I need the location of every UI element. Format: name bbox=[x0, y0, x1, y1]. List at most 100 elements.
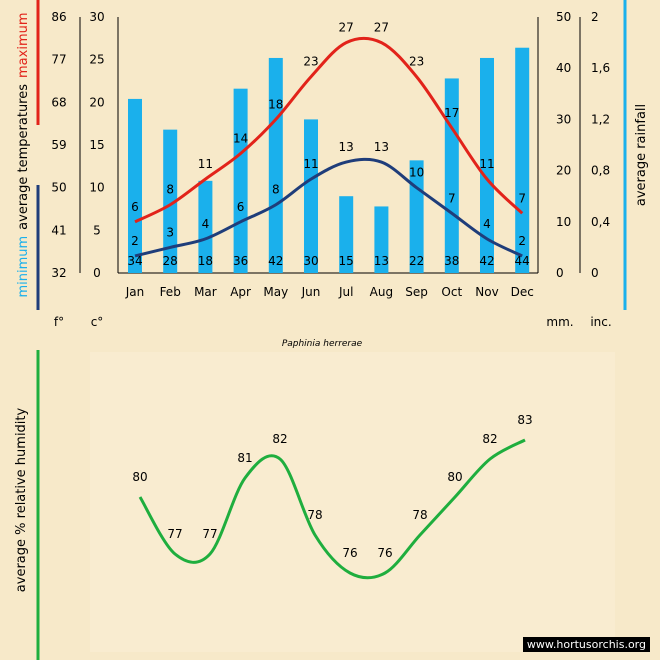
month-label: Dec bbox=[511, 285, 534, 299]
rainfall-label: 28 bbox=[163, 254, 178, 268]
max-temp-label: 11 bbox=[198, 157, 213, 171]
max-temp-label: 27 bbox=[374, 21, 389, 35]
rainfall-mm-tick: 20 bbox=[556, 164, 571, 178]
humidity-label: 77 bbox=[202, 527, 217, 541]
rainfall-inch-tick: 1,2 bbox=[591, 112, 610, 126]
left-title-maximum: maximum bbox=[16, 12, 31, 78]
fahrenheit-tick: 86 bbox=[51, 10, 66, 24]
max-temp-label: 14 bbox=[233, 132, 248, 146]
rainfall-inch-tick: 1,6 bbox=[591, 61, 610, 75]
rainfall-label: 13 bbox=[374, 254, 389, 268]
rainfall-bar bbox=[339, 196, 354, 273]
humidity-label: 76 bbox=[342, 546, 357, 560]
fahrenheit-unit: f° bbox=[54, 315, 64, 329]
humidity-axis-title: average % relative humidity bbox=[14, 407, 29, 592]
fahrenheit-tick: 59 bbox=[51, 138, 66, 152]
rainfall-label: 22 bbox=[409, 254, 424, 268]
min-temp-label: 3 bbox=[166, 225, 174, 239]
celsius-tick: 10 bbox=[89, 181, 104, 195]
fahrenheit-tick: 32 bbox=[51, 266, 66, 280]
rainfall-label: 18 bbox=[198, 254, 213, 268]
max-temp-label: 8 bbox=[166, 183, 174, 197]
rainfall-mm-tick: 10 bbox=[556, 215, 571, 229]
max-temp-label: 27 bbox=[339, 21, 354, 35]
humidity-label: 80 bbox=[447, 470, 462, 484]
humidity-label: 76 bbox=[377, 546, 392, 560]
celsius-tick: 0 bbox=[93, 266, 101, 280]
month-label: Jan bbox=[125, 285, 145, 299]
month-label: Nov bbox=[475, 285, 498, 299]
humidity-line bbox=[138, 438, 526, 580]
fahrenheit-tick: 77 bbox=[51, 53, 66, 67]
chart-title: Paphinia herrerae bbox=[282, 339, 363, 349]
humidity-label: 77 bbox=[167, 527, 182, 541]
rainfall-bar bbox=[128, 98, 142, 273]
celsius-tick: 5 bbox=[93, 223, 101, 237]
max-temp-label: 7 bbox=[518, 191, 526, 205]
humidity-label: 78 bbox=[412, 508, 427, 522]
celsius-unit: c° bbox=[91, 315, 104, 329]
rainfall-mm-ticks: 50 40 30 20 10 0 bbox=[556, 10, 571, 280]
rainfall-bar bbox=[480, 57, 494, 274]
rainfall-label: 15 bbox=[339, 254, 354, 268]
rainfall-bars bbox=[128, 47, 530, 274]
watermark: www.hortusorchis.org bbox=[522, 637, 650, 652]
min-temp-label: 4 bbox=[202, 217, 210, 231]
left-title-minimum: minimum bbox=[16, 236, 31, 298]
humidity-label: 83 bbox=[517, 413, 532, 427]
humidity-plot-area bbox=[90, 352, 615, 652]
min-temp-label: 13 bbox=[339, 140, 354, 154]
rainfall-inch-tick: 0,4 bbox=[591, 215, 610, 229]
max-temp-label: 18 bbox=[268, 97, 283, 111]
max-temp-label: 23 bbox=[303, 55, 318, 69]
temperature-lines bbox=[134, 36, 524, 258]
fahrenheit-tick: 41 bbox=[51, 223, 66, 237]
humidity-label: 82 bbox=[482, 432, 497, 446]
celsius-ticks: 30 25 20 15 10 5 0 bbox=[89, 10, 104, 280]
month-label: Sep bbox=[405, 285, 428, 299]
left-title-middle: average temperatures bbox=[16, 84, 31, 230]
month-label: May bbox=[263, 285, 288, 299]
rainfall-inch-unit: inc. bbox=[590, 315, 611, 329]
celsius-tick: 25 bbox=[89, 53, 104, 67]
fahrenheit-tick: 68 bbox=[51, 95, 66, 109]
min-temp-label: 13 bbox=[374, 140, 389, 154]
rainfall-bar bbox=[444, 78, 459, 273]
rainfall-bar bbox=[233, 88, 248, 274]
humidity-series: 80 77 77 81 82 78 76 76 78 80 82 83 bbox=[132, 413, 533, 580]
rainfall-mm-tick: 50 bbox=[556, 10, 571, 24]
month-labels: Jan Feb Mar Apr May Jun Jul Aug Sep Oct Nov Dec bbox=[125, 285, 534, 299]
min-temp-label: 10 bbox=[409, 166, 424, 180]
rainfall-label: 36 bbox=[233, 254, 248, 268]
max-temp-label: 6 bbox=[131, 200, 139, 214]
month-label: Feb bbox=[160, 285, 181, 299]
humidity-label: 80 bbox=[132, 470, 147, 484]
rainfall-bar bbox=[374, 206, 389, 273]
rainfall-label: 38 bbox=[444, 254, 459, 268]
min-temp-label: 8 bbox=[272, 183, 280, 197]
max-temp-label: 23 bbox=[409, 55, 424, 69]
month-label: Oct bbox=[441, 285, 462, 299]
rainfall-inch-tick: 2 bbox=[591, 10, 599, 24]
rainfall-label: 42 bbox=[268, 254, 283, 268]
rainfall-bar bbox=[163, 129, 178, 273]
rainfall-label: 44 bbox=[515, 254, 530, 268]
rainfall-inch-tick: 0,8 bbox=[591, 164, 610, 178]
month-label: Mar bbox=[194, 285, 217, 299]
max-temp-line bbox=[134, 36, 524, 224]
rainfall-mm-tick: 40 bbox=[556, 61, 571, 75]
rainfall-label: 42 bbox=[479, 254, 494, 268]
month-label: Apr bbox=[230, 285, 251, 299]
rainfall-mm-unit: mm. bbox=[546, 315, 573, 329]
rainfall-bar bbox=[198, 180, 213, 273]
left-axis-title: minimum average temperatures maximum bbox=[16, 12, 31, 297]
min-temp-label: 2 bbox=[131, 234, 139, 248]
max-temp-label: 11 bbox=[479, 157, 494, 171]
rainfall-bar bbox=[268, 57, 283, 274]
min-temp-label: 2 bbox=[518, 234, 526, 248]
celsius-tick: 30 bbox=[89, 10, 104, 24]
rainfall-mm-tick: 30 bbox=[556, 112, 571, 126]
celsius-tick: 20 bbox=[89, 95, 104, 109]
